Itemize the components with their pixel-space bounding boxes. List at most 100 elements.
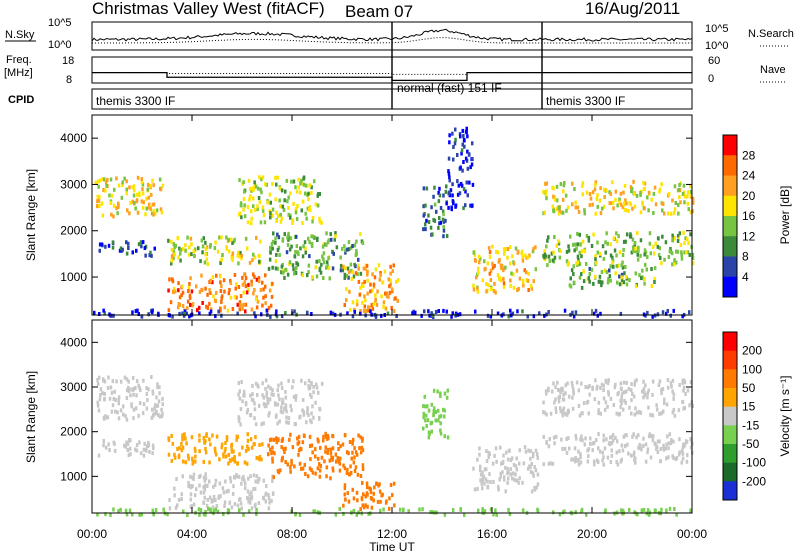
scatter-cell [250, 397, 254, 402]
scatter-cell [521, 508, 525, 513]
scatter-cell [295, 234, 298, 239]
scatter-cell [307, 197, 310, 202]
scatter-cell [628, 278, 631, 282]
scatter-cell [324, 445, 327, 450]
scatter-cell [241, 476, 244, 481]
scatter-cell [622, 247, 625, 252]
scatter-cell [312, 415, 315, 420]
scatter-cell [301, 408, 304, 413]
scatter-cell [615, 450, 618, 455]
scatter-cell [689, 508, 692, 513]
scatter-cell [584, 385, 587, 389]
scatter-cell [466, 134, 469, 139]
scatter-cell [208, 288, 211, 293]
scatter-cell [512, 261, 516, 266]
scatter-cell [579, 242, 582, 247]
scatter-cell [189, 474, 192, 479]
scatter-cell [267, 452, 270, 457]
scatter-cell [203, 260, 207, 265]
scatter-cell [308, 183, 312, 188]
scatter-cell [507, 314, 510, 319]
scatter-cell [485, 449, 488, 454]
scatter-cell [443, 391, 447, 396]
scatter-cell [547, 461, 551, 466]
scatter-cell [627, 208, 630, 213]
scatter-cell [579, 452, 582, 457]
scatter-cell [511, 311, 515, 316]
scatter-cell [261, 381, 264, 386]
y-tick-label: 1000 [60, 270, 87, 284]
scatter-cell [197, 475, 201, 479]
scatter-cell [459, 165, 462, 170]
scatter-cell [443, 414, 446, 419]
scatter-cell [372, 491, 375, 496]
scatter-cell [282, 270, 285, 275]
scatter-cell [574, 456, 577, 460]
scatter-cell [613, 385, 617, 390]
scatter-cell [534, 448, 538, 453]
scatter-cell [682, 406, 685, 411]
scatter-cell [476, 457, 479, 462]
scatter-cell [257, 501, 261, 505]
scatter-cell [479, 478, 482, 483]
scatter-cell [393, 309, 396, 314]
scatter-cell [269, 245, 272, 250]
scatter-cell [339, 268, 343, 273]
scatter-cell [472, 250, 475, 255]
scatter-cell [221, 253, 224, 257]
scatter-cell [311, 404, 314, 409]
scatter-cell [644, 459, 648, 464]
scatter-cell [105, 183, 108, 188]
scatter-cell [320, 381, 324, 386]
scatter-cell [206, 305, 209, 310]
scatter-cell [542, 435, 545, 439]
scatter-cell [288, 260, 292, 265]
scatter-cell [577, 388, 581, 393]
colorbar-swatch [723, 462, 737, 482]
scatter-cell [290, 462, 293, 467]
scatter-cell [289, 465, 292, 470]
scatter-cell [576, 254, 580, 259]
scatter-cell [153, 411, 156, 416]
scatter-cell [180, 441, 183, 446]
colorbar-tick-label: 24 [742, 169, 756, 183]
scatter-cell [382, 304, 385, 309]
scatter-cell [361, 448, 365, 453]
scatter-cell [596, 313, 599, 318]
scatter-cell [167, 452, 171, 457]
scatter-cell [204, 286, 207, 291]
scatter-cell [612, 236, 616, 241]
scatter-cell [252, 473, 256, 478]
scatter-cell [448, 133, 451, 138]
scatter-cell [650, 197, 653, 202]
scatter-cell [561, 197, 565, 202]
scatter-cell [399, 507, 402, 512]
scatter-cell [283, 406, 286, 411]
scatter-cell [306, 474, 310, 479]
scatter-cell [484, 467, 488, 472]
scatter-cell [222, 490, 226, 495]
scatter-cell [122, 412, 125, 417]
scatter-cell [646, 395, 649, 400]
scatter-cell [466, 149, 469, 154]
scatter-cell [557, 387, 560, 392]
scatter-cell [642, 387, 646, 392]
scatter-cell [494, 290, 497, 295]
scatter-cell [602, 388, 605, 392]
scatter-cell [104, 244, 107, 249]
scatter-cell [205, 257, 208, 262]
cpid-label: CPID [8, 94, 34, 106]
scatter-cell [477, 270, 480, 275]
scatter-cell [575, 261, 578, 266]
scatter-cell [261, 175, 265, 180]
scatter-cell [198, 305, 201, 310]
scatter-cell [673, 413, 677, 418]
scatter-cell [633, 379, 637, 384]
scatter-cell [243, 478, 246, 483]
scatter-cell [602, 462, 605, 467]
scatter-cell [597, 408, 600, 413]
scatter-cell [199, 259, 202, 264]
scatter-cell [288, 247, 292, 252]
scatter-cell [361, 467, 365, 471]
scatter-cell [231, 491, 235, 496]
